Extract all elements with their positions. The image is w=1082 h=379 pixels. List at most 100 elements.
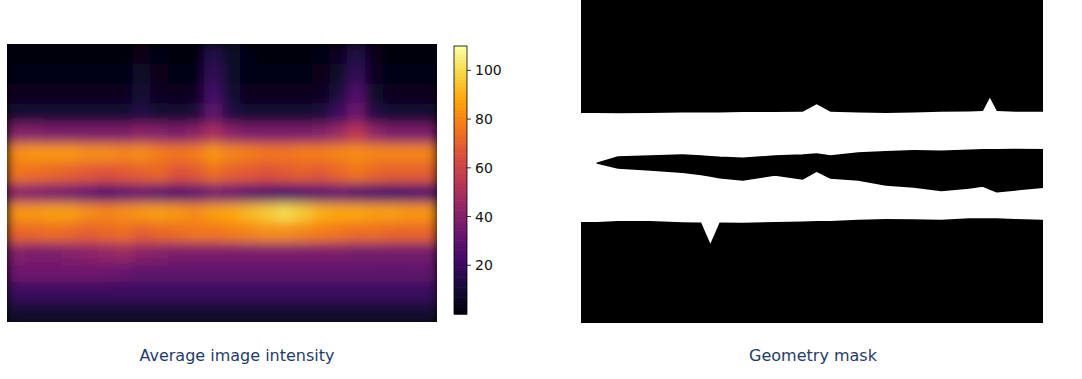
heatmap-cell	[168, 282, 187, 302]
heatmap-cell	[276, 84, 295, 104]
caption: Average image intensity	[139, 346, 334, 365]
heatmap-cell	[330, 64, 349, 84]
heatmap-cell	[168, 223, 187, 243]
heatmap-cell	[79, 104, 98, 124]
heatmap-cell	[79, 84, 98, 104]
heatmap-cell	[97, 44, 116, 64]
heatmap-cell	[222, 123, 241, 143]
caption: Geometry mask	[749, 346, 878, 365]
heatmap-cell	[168, 44, 187, 64]
heatmap-cell	[132, 163, 151, 183]
heatmap-cell	[79, 203, 98, 223]
heatmap-cell	[383, 84, 402, 104]
heatmap-cell	[419, 243, 437, 263]
heatmap-cell	[132, 183, 151, 203]
heatmap-cell	[132, 143, 151, 163]
heatmap-cell	[132, 123, 151, 143]
figure: 20406080100Average image intensityGeomet…	[0, 0, 1082, 379]
heatmap-cell	[43, 44, 62, 64]
colorbar-frame	[454, 46, 467, 314]
heatmap-cell	[115, 163, 134, 183]
heatmap-cell	[419, 262, 437, 282]
heatmap-cell	[97, 123, 116, 143]
heatmap-cell	[222, 104, 241, 124]
heatmap-cell	[383, 282, 402, 302]
mask-area	[581, 0, 1043, 323]
heatmap-bg	[7, 44, 437, 322]
heatmap-cell	[276, 163, 295, 183]
heatmap-cell	[347, 163, 366, 183]
heatmap-cell	[365, 183, 384, 203]
colorbar-tick-label: 20	[475, 257, 493, 273]
heatmap-cell	[258, 44, 277, 64]
heatmap-cell	[276, 64, 295, 84]
heatmap-cell	[312, 84, 331, 104]
heatmap-cell	[222, 302, 241, 322]
heatmap-cell	[43, 302, 62, 322]
heatmap-cell	[186, 183, 205, 203]
heatmap-cell	[347, 84, 366, 104]
heatmap-cell	[115, 104, 134, 124]
heatmap-cell	[347, 223, 366, 243]
heatmap-cell	[240, 163, 259, 183]
heatmap-cell	[7, 223, 26, 243]
heatmap-cell	[347, 104, 366, 124]
heatmap-cell	[186, 64, 205, 84]
heatmap-cell	[258, 262, 277, 282]
heatmap-cell	[294, 143, 313, 163]
heatmap-cell	[276, 223, 295, 243]
heatmap-cell	[222, 262, 241, 282]
heatmap-cell	[61, 302, 80, 322]
heatmap-cell	[168, 183, 187, 203]
heatmap-cell	[240, 44, 259, 64]
heatmap-cell	[79, 223, 98, 243]
heatmap-cell	[312, 223, 331, 243]
heatmap-cell	[222, 163, 241, 183]
heatmap-cell	[240, 84, 259, 104]
heatmap-cell	[365, 143, 384, 163]
heatmap-cell	[150, 223, 169, 243]
heatmap-cell	[365, 84, 384, 104]
heatmap-cell	[240, 203, 259, 223]
heatmap-cell	[61, 64, 80, 84]
heatmap-cell	[240, 262, 259, 282]
heatmap-cell	[97, 84, 116, 104]
heatmap-cell	[43, 64, 62, 84]
colorbar-tick	[467, 167, 471, 168]
heatmap-cell	[186, 123, 205, 143]
heatmap-cell	[240, 302, 259, 322]
heatmap-cell	[312, 282, 331, 302]
heatmap-cells	[7, 44, 437, 322]
heatmap-cell	[115, 282, 134, 302]
heatmap-cell	[312, 104, 331, 124]
heatmap-cell	[97, 243, 116, 263]
heatmap-cell	[186, 243, 205, 263]
heatmap-cell	[97, 104, 116, 124]
heatmap-cell	[347, 302, 366, 322]
heatmap-cell	[204, 243, 223, 263]
heatmap-cell	[186, 44, 205, 64]
heatmap-cell	[97, 183, 116, 203]
heatmap-cell	[132, 44, 151, 64]
heatmap-cell	[383, 302, 402, 322]
heatmap-cell	[312, 64, 331, 84]
heatmap-cell	[7, 104, 26, 124]
heatmap-cell	[347, 262, 366, 282]
heatmap-cell	[365, 262, 384, 282]
heatmap-cell	[276, 203, 295, 223]
heatmap-cell	[204, 262, 223, 282]
heatmap-cell	[383, 183, 402, 203]
heatmap-cell	[419, 143, 437, 163]
heatmap-cell	[150, 282, 169, 302]
heatmap-cell	[186, 143, 205, 163]
heatmap-cell	[401, 123, 420, 143]
heatmap-cell	[222, 44, 241, 64]
heatmap-cell	[204, 282, 223, 302]
heatmap-cell	[312, 44, 331, 64]
heatmap-cell	[204, 123, 223, 143]
heatmap-cell	[132, 104, 151, 124]
heatmap-cell	[222, 64, 241, 84]
heatmap-cell	[186, 84, 205, 104]
heatmap-cell	[25, 163, 44, 183]
heatmap-cell	[330, 282, 349, 302]
